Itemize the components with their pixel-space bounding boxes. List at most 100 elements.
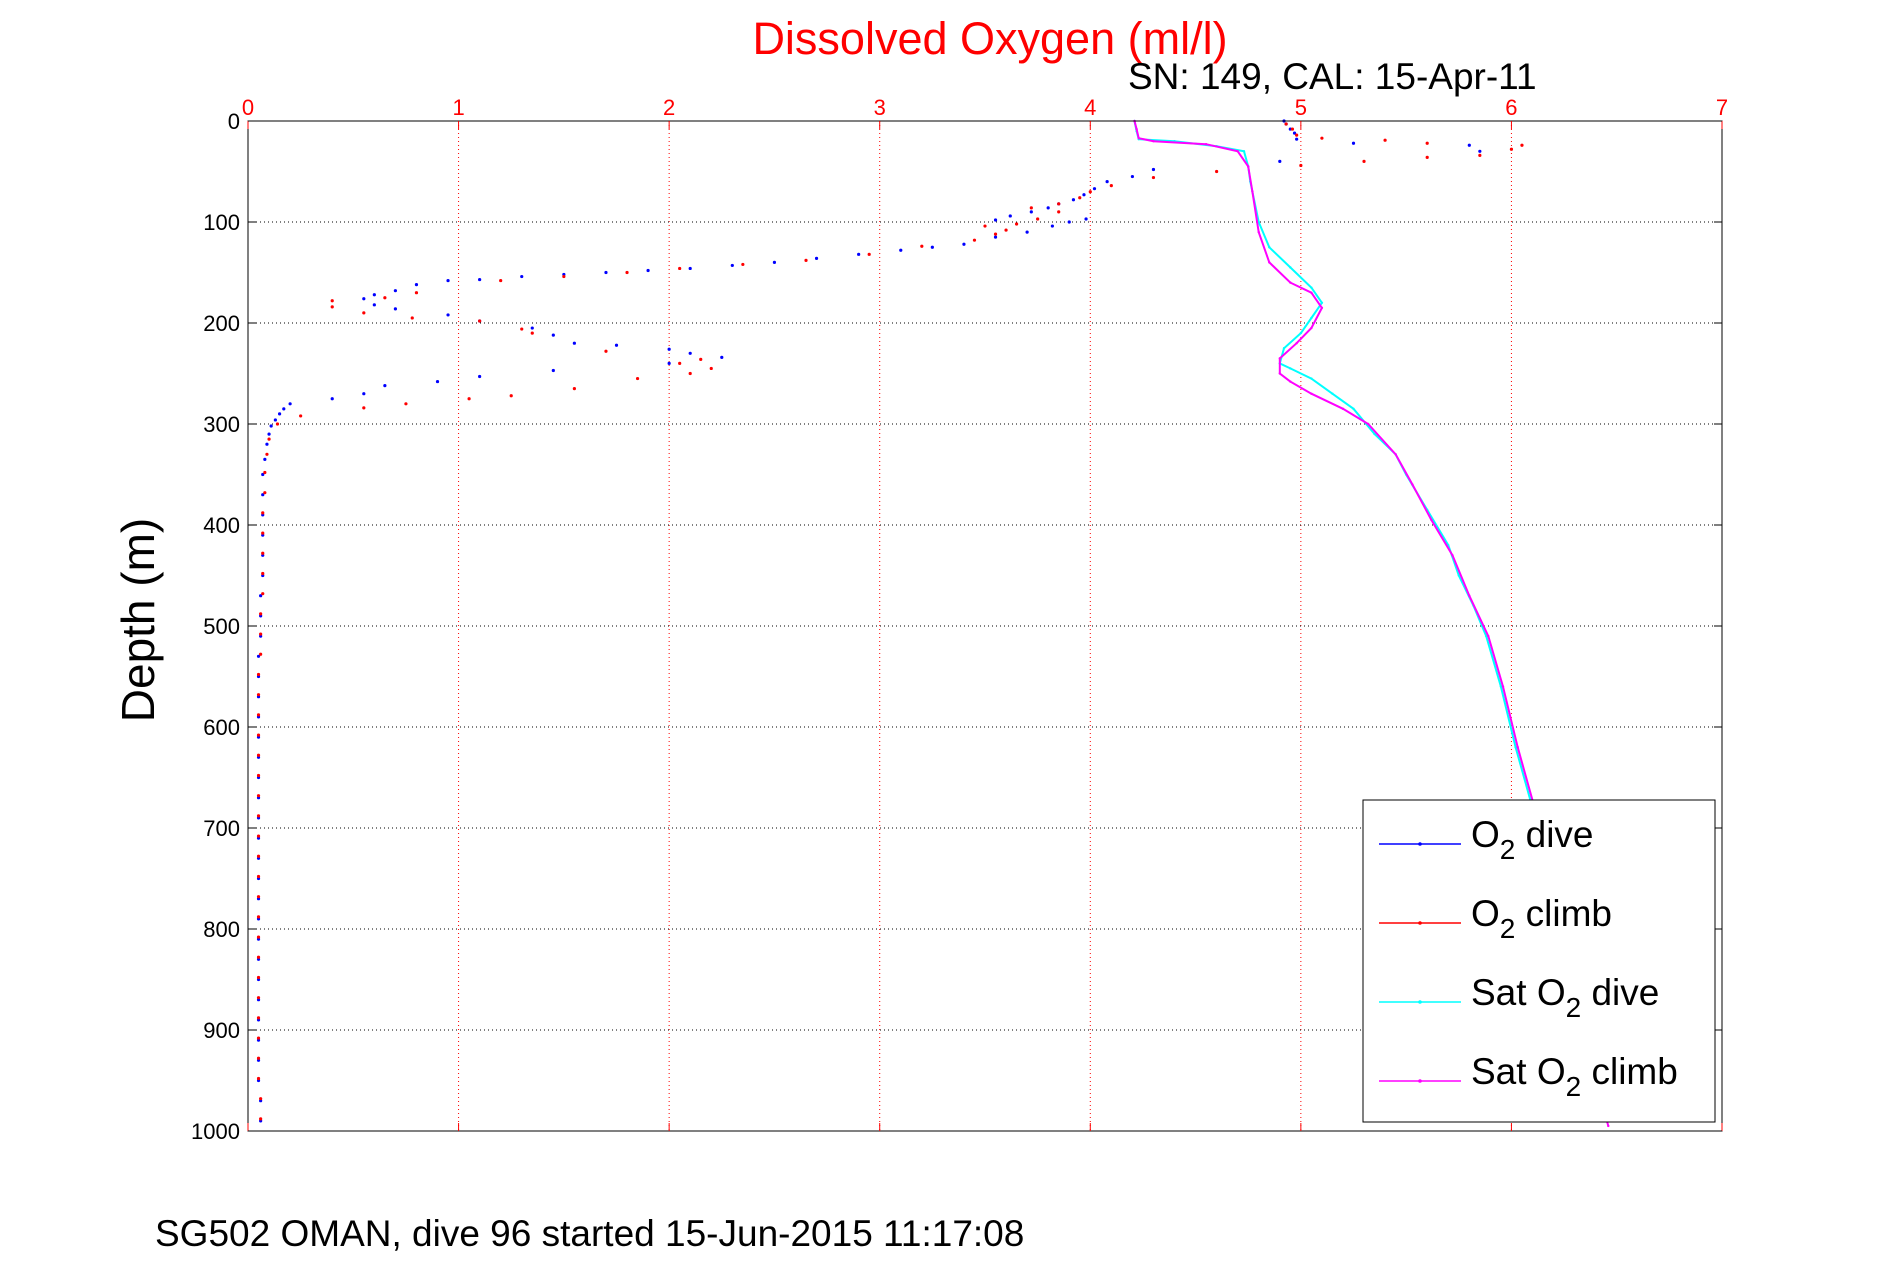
data-point [1105, 180, 1109, 184]
data-point [435, 379, 440, 384]
data-point [1310, 316, 1313, 320]
data-point [1320, 136, 1324, 140]
data-point [410, 316, 414, 320]
data-point [1341, 407, 1345, 411]
data-point [256, 834, 261, 838]
data-point [1290, 127, 1295, 131]
data-point [604, 349, 608, 353]
data-point [261, 592, 265, 596]
data-point [1478, 153, 1482, 157]
data-point [1425, 155, 1429, 159]
chart-subtitle: SN: 149, CAL: 15-Apr-11 [1128, 56, 1537, 97]
legend-item: Sat O2 climb [1379, 1051, 1678, 1102]
data-point [1331, 392, 1334, 395]
data-point [1351, 141, 1356, 145]
data-point [983, 224, 987, 228]
data-point [288, 402, 292, 406]
y-tick-label: 1000 [191, 1119, 240, 1144]
y-axis-ticks: 0 100 200 300 400 500 600 700 800 900 1000 [191, 109, 1722, 1144]
data-point [282, 407, 286, 411]
data-point [1362, 159, 1366, 163]
legend-item: O2 climb [1379, 893, 1612, 944]
data-point [275, 422, 280, 426]
data-point [572, 341, 576, 345]
data-point [530, 331, 534, 335]
data-point [520, 274, 524, 279]
data-point [446, 313, 450, 317]
x-tick-label: 4 [1084, 95, 1096, 120]
data-point [478, 277, 482, 282]
series-line [1133, 120, 1610, 1127]
data-point [1487, 634, 1490, 638]
data-point [1499, 685, 1503, 688]
data-point [1289, 380, 1292, 383]
data-point [720, 355, 724, 359]
data-point [330, 305, 334, 309]
data-point [1008, 214, 1012, 218]
data-point [1025, 230, 1029, 234]
data-point [383, 296, 387, 300]
legend-item: O2 dive [1379, 814, 1594, 865]
data-point [259, 594, 263, 598]
data-point [256, 1036, 261, 1040]
data-point [1278, 372, 1282, 375]
data-point [1152, 140, 1155, 143]
data-point [259, 652, 263, 656]
data-point [1509, 147, 1514, 151]
data-point [414, 283, 419, 287]
data-point [741, 262, 745, 267]
x-tick-label: 2 [663, 95, 675, 120]
data-point [362, 406, 366, 410]
data-point [261, 472, 265, 477]
data-point [1514, 746, 1517, 749]
data-point [1067, 220, 1071, 224]
data-point [1057, 210, 1061, 214]
data-point [372, 303, 376, 307]
data-point [993, 235, 998, 239]
data-point [688, 266, 692, 271]
data-point [614, 343, 619, 347]
data-point [393, 307, 397, 311]
data-point [478, 319, 482, 323]
y-tick-label: 400 [203, 513, 240, 538]
data-point [269, 424, 273, 428]
data-point [446, 278, 450, 283]
legend-label: Sat O2 dive [1471, 972, 1659, 1023]
data-point [256, 1056, 261, 1060]
data-point [362, 311, 366, 315]
data-point [256, 733, 261, 737]
data-point [259, 632, 263, 636]
data-point [688, 351, 692, 355]
data-point [1394, 453, 1397, 456]
y-tick-label: 200 [203, 311, 240, 336]
data-point [1352, 407, 1355, 411]
data-point [646, 268, 650, 273]
legend-marker [1418, 1079, 1422, 1083]
data-point [572, 387, 576, 391]
data-point [1268, 246, 1271, 249]
data-point [551, 333, 555, 337]
data-point [256, 773, 261, 778]
data-point [256, 874, 261, 879]
data-point [362, 392, 366, 396]
data-point [1036, 217, 1040, 221]
legend-marker [1418, 842, 1422, 846]
x-tick-label: 3 [874, 95, 886, 120]
data-point [1268, 261, 1271, 264]
data-point [1607, 1124, 1610, 1128]
data-point [330, 397, 334, 401]
data-point [256, 713, 261, 717]
data-point [261, 571, 265, 576]
data-point [1478, 149, 1482, 153]
data-point [635, 376, 640, 381]
y-tick-label: 800 [203, 917, 240, 942]
data-point [1516, 746, 1519, 749]
data-point [330, 299, 334, 303]
data-point [688, 371, 692, 376]
data-point [1236, 150, 1239, 153]
data-point [972, 238, 977, 242]
data-point [772, 260, 777, 264]
data-point [1457, 574, 1460, 577]
data-point [1367, 422, 1370, 426]
data-point [256, 794, 261, 798]
